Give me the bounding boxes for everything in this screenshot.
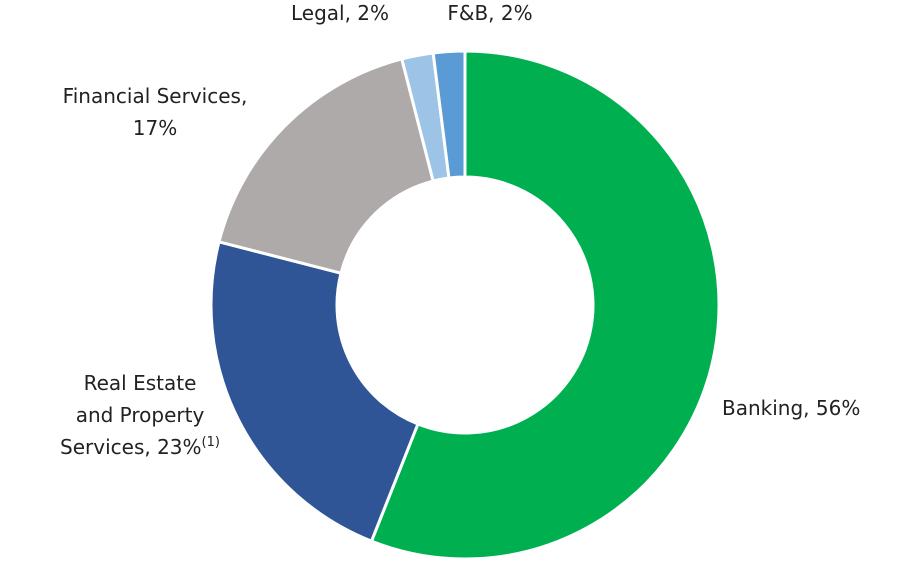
data-label: F&B, 2% (447, 1, 532, 25)
data-label: Real Estate and Property Services, 23%(1) (60, 371, 220, 459)
label-line: Legal, 2% (291, 1, 389, 25)
donut-slice (217, 57, 435, 275)
donut-slice (209, 240, 420, 544)
label-line: Banking, 56% (722, 396, 860, 420)
label-line: F&B, 2% (447, 1, 532, 25)
footnote-marker: (1) (202, 435, 220, 450)
label-line: Real Estate (84, 371, 197, 395)
data-label: Financial Services, 17% (63, 84, 248, 140)
donut-slice (369, 49, 721, 561)
label-line: and Property (76, 403, 205, 427)
donut-slice (431, 49, 467, 180)
label-line: 17% (133, 116, 177, 140)
label-line: Financial Services, (63, 84, 248, 108)
data-label: Banking, 56% (722, 396, 860, 420)
data-label: Legal, 2% (291, 1, 389, 25)
label-line: Services, 23% (60, 435, 202, 459)
